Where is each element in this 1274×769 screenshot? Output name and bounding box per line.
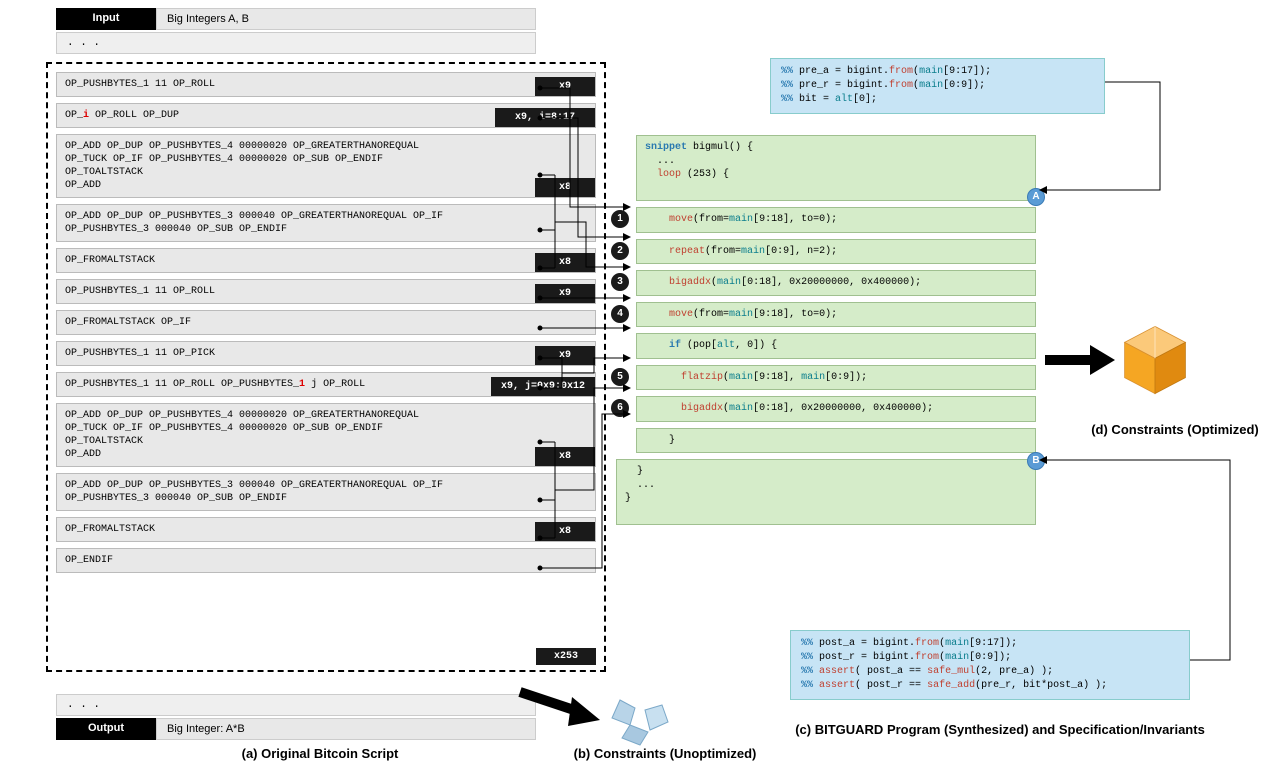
code-green-group: snippet bigmul() { ... loop (253) { A mo… [636, 135, 1036, 531]
script-badge: x8 [535, 178, 595, 197]
script-box: OP_ENDIF [56, 548, 596, 573]
box-icon [1115, 320, 1195, 400]
script-box: OP_ADD OP_DUP OP_PUSHBYTES_3 000040 OP_G… [56, 473, 596, 511]
input-row: Input Big Integers A, B [56, 8, 536, 30]
code-blue-top: %% pre_a = bigint.from(main[9:17]); %% p… [770, 58, 1105, 114]
script-list: OP_PUSHBYTES_1 11 OP_ROLLx9 OP_i OP_ROLL … [56, 72, 596, 573]
green-line-1: move(from=main[9:18], to=0);1 [636, 207, 1036, 233]
script-box: OP_PUSHBYTES_1 11 OP_ROLL OP_PUSHBYTES_1… [56, 372, 596, 397]
loop-badge: x253 [536, 648, 596, 665]
script-badge: x8 [535, 447, 595, 466]
script-badge: x9 [535, 77, 595, 96]
script-box: OP_ADD OP_DUP OP_PUSHBYTES_3 000040 OP_G… [56, 204, 596, 242]
dots-bot: . . . [56, 694, 536, 716]
output-value: Big Integer: A*B [156, 718, 536, 740]
input-label: Input [56, 8, 156, 30]
green-footer: } ... } B [616, 459, 1036, 525]
script-badge: x8 [535, 522, 595, 541]
green-line-close: } [636, 428, 1036, 454]
num-1: 1 [611, 210, 629, 228]
output-label: Output [56, 718, 156, 740]
num-3: 3 [611, 273, 629, 291]
script-badge: x8 [535, 253, 595, 272]
script-box: OP_FROMALTSTACKx8 [56, 248, 596, 273]
num-2: 2 [611, 242, 629, 260]
crystals-icon [600, 690, 700, 750]
script-badge: x9 [535, 284, 595, 303]
green-line-4: move(from=main[9:18], to=0);4 [636, 302, 1036, 328]
script-box: OP_PUSHBYTES_1 11 OP_PICKx9 [56, 341, 596, 366]
script-container: OP_PUSHBYTES_1 11 OP_ROLLx9 OP_i OP_ROLL … [46, 62, 606, 672]
green-header: snippet bigmul() { ... loop (253) { A [636, 135, 1036, 201]
script-box: OP_ADD OP_DUP OP_PUSHBYTES_4 00000020 OP… [56, 134, 596, 198]
script-badge: x9 [535, 346, 595, 365]
caption-d: (d) Constraints (Optimized) [1080, 422, 1270, 437]
num-5: 5 [611, 368, 629, 386]
num-4: 4 [611, 305, 629, 323]
output-row: Output Big Integer: A*B [56, 718, 536, 740]
script-badge: x9, i=8:17 [495, 108, 595, 127]
script-box: OP_ADD OP_DUP OP_PUSHBYTES_4 00000020 OP… [56, 403, 596, 467]
input-value: Big Integers A, B [156, 8, 536, 30]
caption-a: (a) Original Bitcoin Script [140, 746, 500, 761]
green-line-2: repeat(from=main[0:9], n=2);2 [636, 239, 1036, 265]
marker-B: B [1027, 452, 1045, 470]
script-box: OP_FROMALTSTACK OP_IF [56, 310, 596, 335]
marker-A: A [1027, 188, 1045, 206]
script-box: OP_PUSHBYTES_1 11 OP_ROLLx9 [56, 279, 596, 304]
num-6: 6 [611, 399, 629, 417]
green-line-6: bigaddx(main[0:18], 0x20000000, 0x400000… [636, 396, 1036, 422]
green-line-3: bigaddx(main[0:18], 0x20000000, 0x400000… [636, 270, 1036, 296]
dots-top: . . . [56, 32, 536, 54]
script-box: OP_FROMALTSTACKx8 [56, 517, 596, 542]
script-box: OP_i OP_ROLL OP_DUPx9, i=8:17 [56, 103, 596, 128]
script-box: OP_PUSHBYTES_1 11 OP_ROLLx9 [56, 72, 596, 97]
script-badge: x9, j=0x9:0x12 [491, 377, 595, 396]
green-line-5: flatzip(main[9:18], main[0:9]);5 [636, 365, 1036, 391]
caption-c: (c) BITGUARD Program (Synthesized) and S… [740, 722, 1260, 737]
code-blue-bottom: %% post_a = bigint.from(main[9:17]); %% … [790, 630, 1190, 700]
green-line-if: if (pop[alt, 0]) { [636, 333, 1036, 359]
